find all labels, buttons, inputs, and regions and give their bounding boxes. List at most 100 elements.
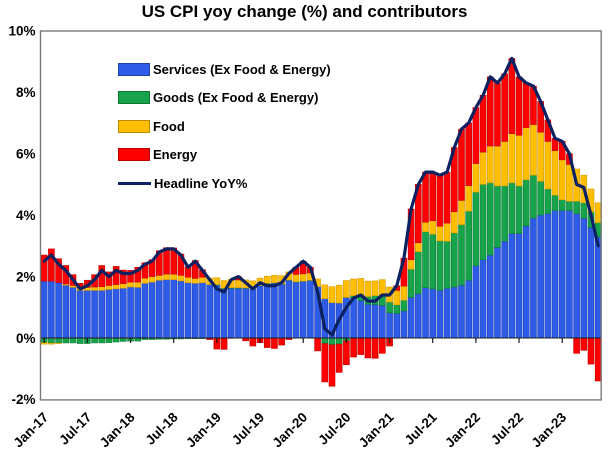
- bar-segment: [105, 285, 113, 290]
- y-axis-tick-label: 4%: [16, 208, 36, 223]
- legend-label-food: Food: [153, 118, 185, 134]
- bar-segment: [285, 279, 293, 339]
- bar-segment: [393, 313, 401, 339]
- bar-segment: [530, 124, 537, 176]
- bar-segment: [321, 337, 329, 344]
- bar-segment: [263, 283, 271, 339]
- bar-segment: [522, 127, 530, 181]
- bar-segment: [494, 82, 501, 147]
- bar-segment: [271, 282, 278, 339]
- bar-segment: [379, 305, 386, 339]
- bar-segment: [263, 337, 271, 348]
- bar-segment: [278, 337, 285, 346]
- bar-segment: [91, 286, 98, 291]
- bar-segment: [278, 283, 285, 339]
- legend-label-energy: Energy: [153, 147, 198, 163]
- bar-segment: [220, 337, 228, 350]
- bar-segment: [105, 337, 113, 343]
- bar-segment: [357, 278, 365, 295]
- bar-segment: [263, 275, 271, 284]
- y-axis-tick-label: 2%: [16, 269, 36, 284]
- bar-segment: [594, 337, 602, 382]
- bar-segment: [415, 293, 422, 339]
- bar-segment: [206, 338, 213, 340]
- bar-segment: [537, 214, 544, 339]
- bar-segment: [112, 266, 120, 285]
- bar-segment: [501, 73, 508, 142]
- bar-segment: [429, 171, 437, 221]
- bar-segment: [62, 284, 70, 339]
- bar-segment: [76, 290, 84, 339]
- bar-segment: [177, 280, 185, 339]
- bar-segment: [48, 248, 55, 282]
- bar-segment: [148, 281, 156, 339]
- bar-segment: [551, 194, 559, 211]
- bar-segment: [486, 254, 494, 339]
- bar-segment: [544, 213, 552, 339]
- x-axis-tick-label: Jul-21: [402, 409, 441, 448]
- bar-segment: [443, 240, 451, 289]
- x-axis-tick-label: Jul-20: [315, 410, 353, 448]
- legend-label-services: Services (Ex Food & Energy): [153, 61, 331, 77]
- bar-segment: [566, 210, 573, 339]
- bar-segment: [458, 128, 465, 201]
- bar-segment: [91, 337, 98, 344]
- bar-segment: [350, 297, 357, 339]
- x-axis-tick-label: Jan-17: [10, 410, 51, 451]
- x-axis-zero-line: [40, 337, 602, 343]
- bar-segment: [191, 283, 199, 339]
- bar-segment: [371, 280, 379, 296]
- bar-segment: [112, 284, 120, 290]
- bar-segment: [141, 283, 149, 339]
- x-axis-tick-label: Jul-18: [143, 409, 182, 448]
- y-axis-tick-label: 0%: [16, 331, 36, 346]
- bar-segment: [515, 76, 523, 136]
- bar-segment: [364, 337, 372, 359]
- legend-item-food: Food: [118, 112, 331, 141]
- bar-segment: [328, 344, 336, 387]
- bar-segment: [371, 337, 379, 359]
- bar-segment: [415, 242, 422, 252]
- bar-segment: [544, 141, 552, 190]
- bar-segment: [328, 337, 336, 346]
- bar-segment: [69, 287, 77, 339]
- bar-segment: [55, 258, 62, 284]
- bar-segment: [120, 337, 127, 342]
- bar-segment: [127, 286, 134, 339]
- bar-segment: [530, 217, 537, 339]
- bar-segment: [522, 179, 530, 227]
- bar-segment: [515, 233, 523, 339]
- bar-segment: [479, 95, 487, 153]
- bar-segment: [422, 171, 429, 223]
- bar-segment: [494, 247, 501, 339]
- bar-segment: [271, 337, 278, 349]
- legend-item-headline: Headline YoY%: [118, 169, 331, 198]
- food-swatch-icon: [118, 119, 150, 133]
- bar-segment: [120, 269, 127, 284]
- bar-segment: [465, 122, 472, 186]
- legend-item-services: Services (Ex Food & Energy): [118, 55, 331, 84]
- bar-segment: [343, 340, 350, 366]
- bar-segment: [580, 337, 588, 351]
- bar-segment: [134, 281, 142, 288]
- bar-segment: [501, 185, 508, 242]
- bar-segment: [335, 284, 343, 304]
- bar-segment: [422, 221, 429, 233]
- chart-legend: Services (Ex Food & Energy) Goods (Ex Fo…: [118, 55, 331, 198]
- bar-segment: [343, 280, 350, 298]
- y-axis-tick-label: -2%: [11, 392, 35, 407]
- bar-segment: [62, 337, 70, 344]
- bar-segment: [407, 268, 415, 298]
- y-axis-tick-label: 8%: [16, 85, 36, 100]
- bar-segment: [307, 280, 314, 339]
- bar-segment: [443, 171, 451, 224]
- bar-segment: [407, 297, 415, 339]
- bar-segment: [156, 279, 163, 339]
- bar-segment: [156, 275, 163, 281]
- bar-segment: [494, 185, 501, 248]
- bar-segment: [486, 145, 494, 184]
- x-axis-tick-label: Jul-17: [56, 410, 94, 448]
- bar-segment: [558, 210, 566, 339]
- legend-item-energy: Energy: [118, 141, 331, 170]
